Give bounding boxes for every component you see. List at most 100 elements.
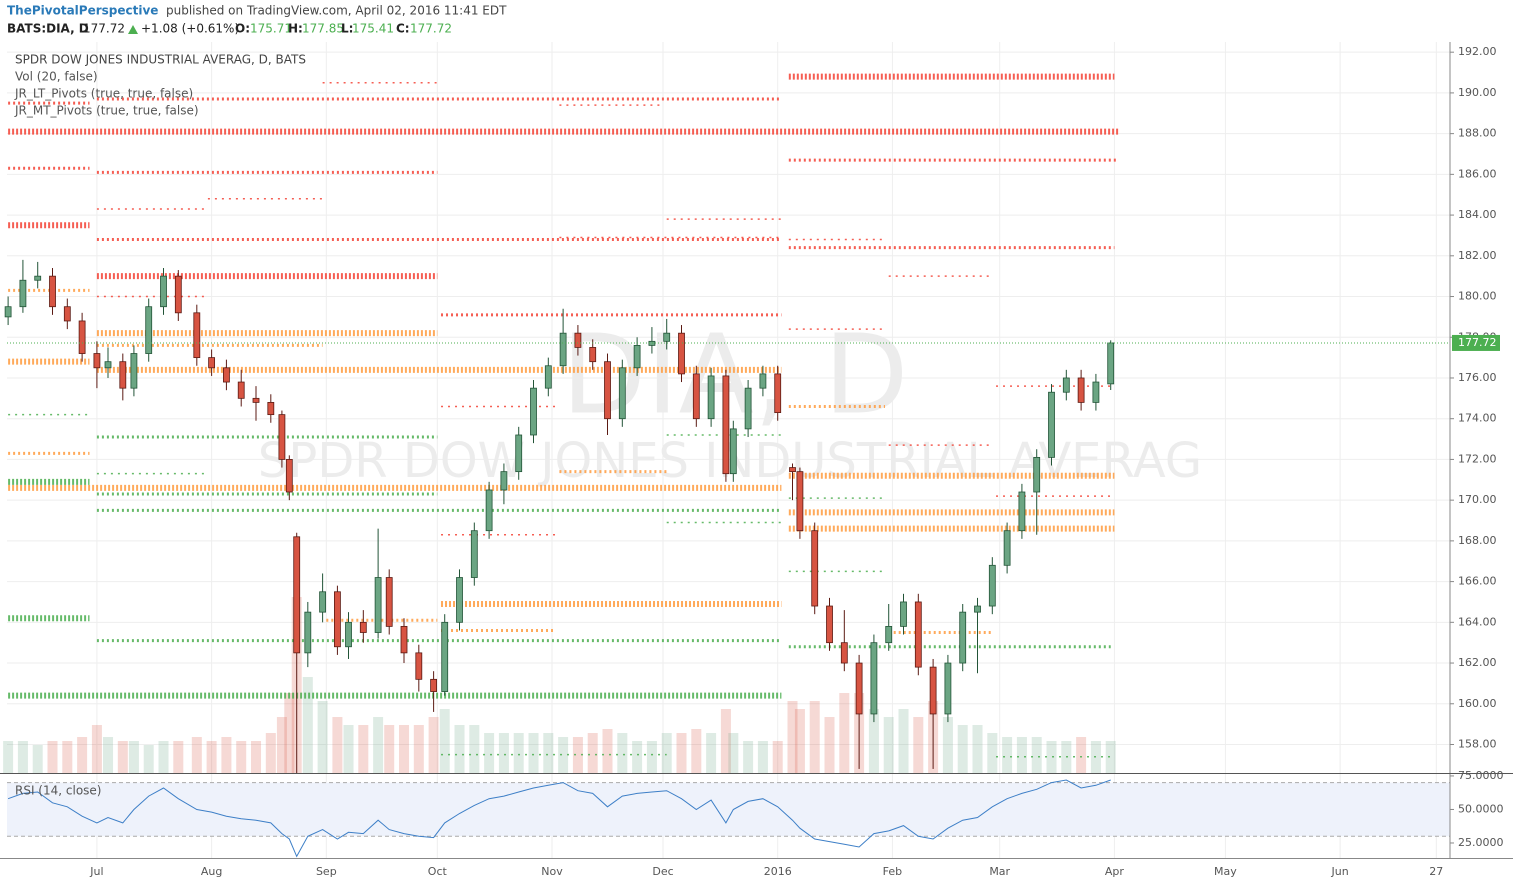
candle-body (19, 279, 27, 308)
last-price-box (1452, 334, 1500, 351)
ohlc-value: 177.85 (302, 22, 344, 36)
volume-bar (143, 745, 154, 773)
volume-bar (91, 725, 102, 773)
author-link[interactable]: ThePivotalPerspective (7, 4, 158, 18)
y-tick-label: 182.00 (1458, 249, 1497, 262)
ohlc-key: H: (288, 22, 303, 36)
x-tick-label: Nov (541, 865, 563, 878)
volume-bar (1046, 741, 1057, 773)
last-price: 177.72 (83, 22, 125, 36)
candle-body (193, 312, 201, 359)
x-tick-label: Jun (1331, 865, 1349, 878)
y-tick-label: 188.00 (1458, 127, 1497, 140)
candle-body (692, 373, 700, 420)
volume-bar (913, 717, 924, 773)
candle-body (589, 347, 597, 363)
volume-bar (47, 741, 58, 773)
candle-body (278, 414, 286, 460)
volume-bar (3, 741, 14, 773)
candle-body (707, 375, 715, 420)
volume-bar (787, 701, 798, 773)
candle-body (855, 662, 863, 715)
candle-body (618, 367, 626, 420)
candle-body (430, 678, 438, 692)
candle-body (1107, 342, 1115, 385)
plot-layer: Jul Aug Sep Oct Nov Dec 2016 Feb Mar Apr May Jun 27 1… (4, 45, 1504, 878)
y-tick-label: 180.00 (1458, 290, 1497, 303)
y-tick-label: 166.00 (1458, 575, 1497, 588)
volume-bar (399, 725, 410, 773)
volume-bar (276, 717, 287, 773)
candle-body (885, 625, 893, 644)
x-tick-label: May (1214, 865, 1237, 878)
candle-body (319, 591, 327, 613)
candle-body (1077, 377, 1085, 403)
volume-bar (117, 741, 128, 773)
candle-body (334, 591, 341, 648)
volume-bar (498, 733, 509, 773)
candle-body (530, 387, 537, 436)
candle-body (441, 621, 449, 692)
y-tick-label: 160.00 (1458, 697, 1497, 710)
x-tick-label: 27 (1429, 865, 1443, 878)
volume-bar (942, 717, 953, 773)
volume-bar (206, 741, 217, 773)
candle-body (722, 375, 730, 475)
y-tick-label: 158.00 (1458, 737, 1497, 750)
x-tick-label: Dec (652, 865, 673, 878)
x-tick-label: Jul (89, 865, 103, 878)
volume-bar (558, 737, 569, 773)
candle-body (252, 397, 260, 403)
candle-body (304, 611, 312, 654)
candle-body (678, 332, 685, 375)
volume-bar (251, 741, 262, 773)
study-label: JR_MT_Pivots (true, true, false) (14, 104, 199, 118)
volume-bar (191, 737, 202, 773)
volume-bar (809, 701, 820, 773)
volume-bar (794, 709, 805, 773)
volume-bar (987, 733, 998, 773)
candle-body (415, 652, 423, 680)
candle-body (604, 361, 611, 420)
volume-bar (173, 741, 184, 773)
candle-body (34, 275, 42, 281)
y-tick-label: 176.00 (1458, 371, 1497, 384)
volume-bar (17, 741, 28, 773)
volume-bar (236, 741, 247, 773)
volume-bar (77, 737, 88, 773)
y-tick-label: 75.0000 (1458, 769, 1504, 782)
x-tick-label: Oct (428, 865, 448, 878)
candle-body (1018, 491, 1026, 532)
volume-bar (617, 733, 628, 773)
volume-bar (439, 709, 450, 773)
volume-bar (454, 725, 465, 773)
candle-body (174, 275, 182, 314)
volume-bar (221, 737, 232, 773)
rsi-line (7, 779, 1111, 858)
study-label: JR_LT_Pivots (true, true, false) (14, 87, 193, 101)
x-tick-label: Apr (1105, 865, 1125, 878)
last-price-label: 177.72 (1458, 336, 1497, 349)
y-tick-label: 50.0000 (1458, 802, 1504, 815)
y-tick-label: 192.00 (1458, 45, 1497, 58)
candle-body (500, 471, 508, 491)
volume-bar (128, 741, 139, 773)
volume-bar (158, 741, 169, 773)
volume-bar (513, 733, 524, 773)
y-tick-label: 164.00 (1458, 615, 1497, 628)
candle-body (456, 577, 463, 623)
candle-body (944, 662, 952, 715)
candle-body (63, 306, 71, 322)
candle-body (870, 642, 878, 715)
volume-bar (1076, 737, 1087, 773)
volume-bar (317, 701, 328, 773)
change: +1.08 (+0.61%) (141, 22, 239, 36)
candle-body (559, 332, 567, 367)
volume-bar (572, 737, 583, 773)
volume-bar (720, 709, 731, 773)
candle-body (929, 666, 937, 715)
y-tick-label: 184.00 (1458, 208, 1497, 221)
candle-body (648, 340, 656, 346)
candle-body (359, 621, 367, 633)
